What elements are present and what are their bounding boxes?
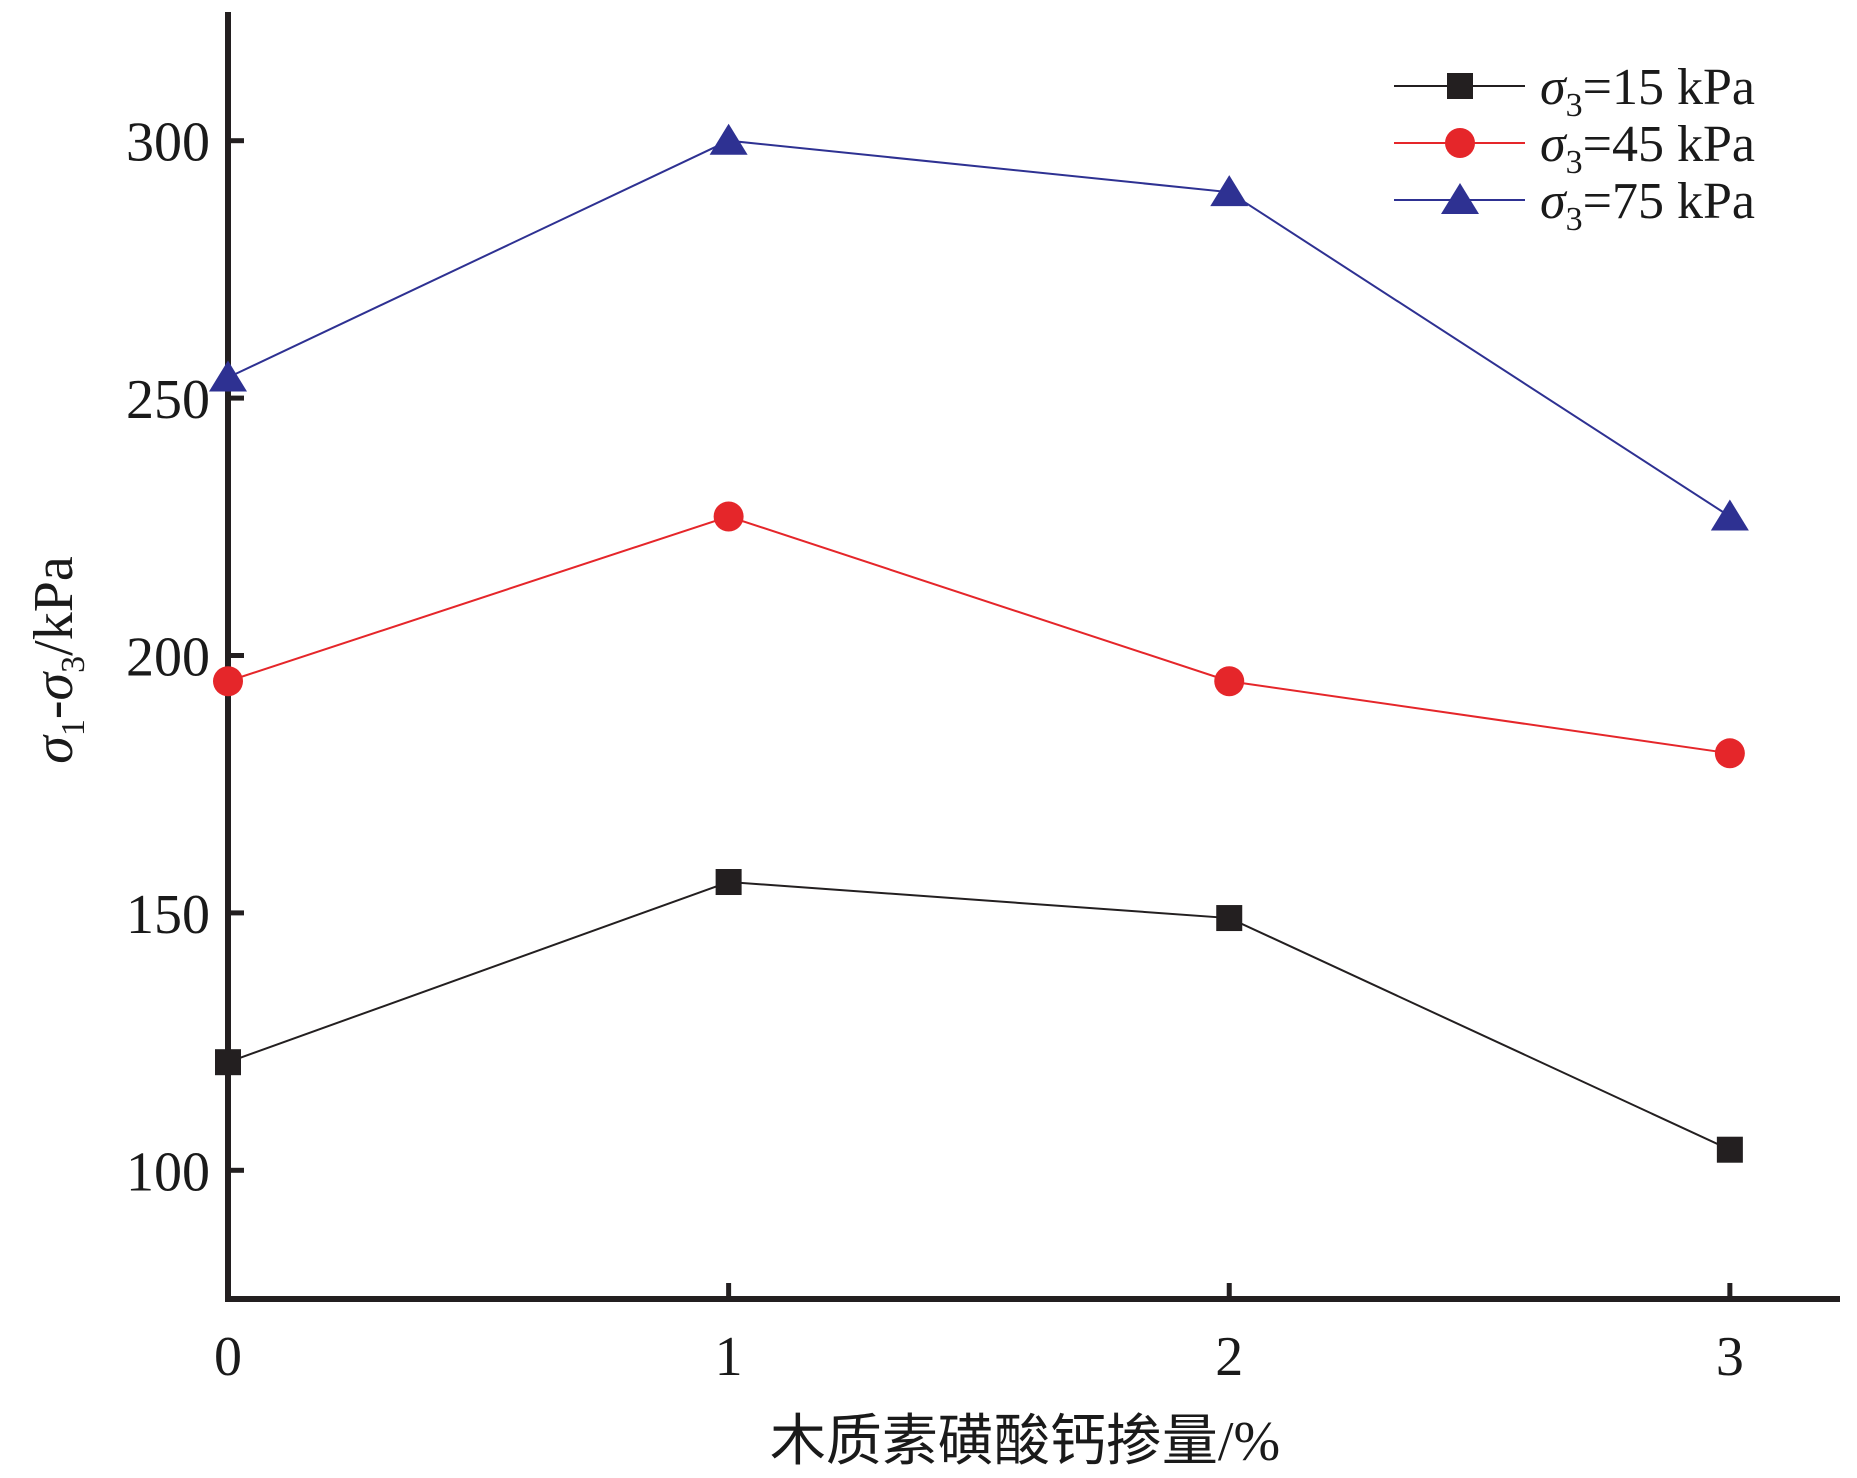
data-point [713, 501, 744, 532]
x-tick-label: 3 [1716, 1326, 1744, 1388]
series-line [227, 139, 1731, 518]
legend-label: σ3=15 kPa [1540, 59, 1755, 124]
series-group [215, 869, 1743, 1163]
data-point [1210, 175, 1249, 207]
legend-sub: 3 [1566, 144, 1583, 181]
y-title-dash: - [23, 700, 85, 719]
legend-sigma: σ [1540, 116, 1568, 173]
series-group [209, 123, 1749, 531]
data-point [715, 869, 742, 896]
y-title-sigma3: σ [23, 670, 85, 700]
data-point [1714, 738, 1745, 769]
legend-sub: 3 [1566, 87, 1583, 124]
y-tick-label: 300 [126, 112, 210, 174]
x-tick-label: 0 [214, 1326, 242, 1388]
legend-text: =15 kPa [1583, 59, 1755, 116]
series-layer [209, 123, 1749, 1163]
data-point [709, 123, 748, 155]
legend-entry: σ3=45 kPa [1394, 116, 1755, 181]
x-axis-title: 木质素磺酸钙掺量/% [770, 1411, 1280, 1473]
legend-sigma: σ [1540, 59, 1568, 116]
data-point [1716, 1136, 1743, 1163]
legend-marker [1447, 73, 1473, 99]
y-tick-label: 100 [126, 1141, 210, 1203]
x-tick-label: 1 [715, 1326, 743, 1388]
data-point [215, 1049, 241, 1076]
data-point [1710, 499, 1749, 531]
y-title-sub3: 3 [55, 656, 92, 673]
legend-entry: σ3=15 kPa [1394, 59, 1755, 124]
data-point [209, 360, 247, 392]
y-ticks: 100 150 200 250 300 [126, 112, 244, 1203]
legend-sub: 3 [1566, 201, 1583, 238]
legend-label: σ3=75 kPa [1540, 173, 1755, 238]
data-point [1214, 666, 1245, 697]
data-point [1216, 905, 1243, 932]
y-tick-label: 200 [126, 627, 210, 689]
y-axis-title: σ1-σ3/kPa [23, 556, 92, 764]
series-group [213, 501, 1745, 769]
legend-label: σ3=45 kPa [1540, 116, 1755, 181]
y-title-unit: /kPa [23, 556, 85, 656]
legend-sigma: σ [1540, 173, 1568, 230]
legend-marker [1441, 183, 1479, 214]
y-tick-label: 250 [126, 369, 210, 431]
series-line [227, 880, 1731, 1151]
series-line [227, 515, 1731, 755]
legend-text: =45 kPa [1583, 116, 1755, 173]
legend-marker [1445, 128, 1475, 158]
y-tick-label: 150 [126, 884, 210, 946]
legend-text: =75 kPa [1583, 173, 1755, 230]
y-title-sub1: 1 [55, 719, 92, 736]
x-tick-label: 2 [1215, 1326, 1243, 1388]
y-title-sigma1: σ [23, 734, 85, 764]
data-point [213, 666, 243, 697]
legend-entry: σ3=75 kPa [1394, 173, 1755, 238]
x-ticks: 0 1 2 3 [214, 1283, 1744, 1388]
